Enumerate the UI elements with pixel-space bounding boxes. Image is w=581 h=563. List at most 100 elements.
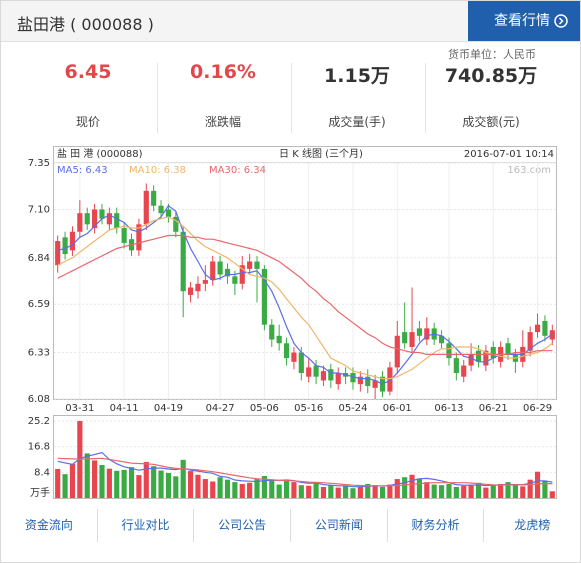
candle-body: [350, 372, 356, 383]
candle-body: [424, 328, 430, 340]
y-tick-label: 16.8: [28, 442, 50, 453]
nav-link[interactable]: 公司公告: [194, 509, 292, 542]
candle-body: [357, 376, 363, 385]
volume-bar: [402, 477, 408, 498]
volume-bar: [416, 478, 423, 498]
chart-stock-label: 盐 田 港 (000088): [57, 147, 143, 160]
candle-body: [77, 213, 83, 232]
volume-bar: [99, 465, 105, 498]
candle-body: [254, 261, 260, 269]
arrow-icon: [554, 14, 568, 28]
candle-body: [165, 209, 172, 217]
nav-link[interactable]: 公司新闻: [291, 509, 388, 542]
chart-title: 日 K 线图 (三个月): [279, 147, 363, 160]
candle-body: [62, 237, 68, 255]
volume-bar: [350, 488, 356, 498]
volume-unit: 万手: [30, 486, 50, 499]
volume-bar: [143, 461, 149, 498]
volume-bar: [475, 482, 482, 498]
candle-body: [121, 228, 127, 243]
volume-bar: [379, 487, 386, 498]
candle-body: [468, 354, 474, 366]
volume-bar: [527, 479, 533, 498]
button-text[interactable]: 查看行情: [494, 13, 550, 29]
candle-body: [276, 335, 282, 344]
x-tick-label: 06-01: [383, 403, 412, 414]
volume-bar: [254, 478, 260, 498]
volume-bar: [534, 471, 541, 498]
ma-line: [57, 204, 553, 385]
candle-body: [239, 265, 245, 284]
candle-body: [365, 376, 371, 386]
candle-body: [402, 332, 408, 344]
volume-bar: [165, 472, 172, 498]
volume-bar: [128, 467, 135, 498]
candle-body: [320, 371, 327, 381]
x-tick-label: 04-19: [154, 403, 183, 414]
volume-bar: [261, 476, 267, 498]
volume-bar: [232, 482, 238, 498]
candle-body: [210, 261, 216, 281]
stat: 6.45 现价: [21, 61, 155, 130]
candle-body: [202, 280, 208, 284]
stat-label: 涨跌幅: [204, 115, 241, 129]
volume-bar: [372, 485, 378, 498]
candle-body: [84, 213, 90, 225]
stat-value: 740.85万: [444, 65, 538, 87]
watermark: 163.com: [507, 165, 551, 176]
candle-body: [187, 287, 194, 295]
candle-body: [490, 346, 496, 359]
candle-body: [335, 372, 341, 385]
candle-body: [106, 213, 112, 225]
volume-bar: [453, 487, 459, 498]
volume-bar: [114, 470, 120, 498]
x-tick-label: 05-16: [294, 403, 323, 414]
volume-bar: [69, 463, 76, 498]
volume-bar: [187, 471, 194, 498]
candle-body: [92, 209, 98, 229]
ma-line: [57, 234, 553, 355]
candle-body: [261, 268, 267, 325]
volume-bar: [424, 482, 430, 498]
candle-body: [224, 268, 231, 277]
stat-value: 0.16%: [190, 61, 256, 83]
nav-link[interactable]: 财务分析: [388, 509, 485, 542]
x-tick-label: 03-31: [65, 403, 94, 414]
quote-button[interactable]: 查看行情: [468, 1, 580, 41]
candle-body: [372, 380, 378, 388]
stat-value: 6.45: [64, 61, 112, 83]
candle-body: [143, 190, 149, 225]
stat: 1.15万 成交量(手): [290, 61, 424, 130]
volume-bar: [320, 487, 327, 498]
volume-bar: [549, 491, 555, 498]
candle-body: [69, 231, 76, 251]
candle-body: [328, 369, 334, 381]
candle-body: [549, 330, 555, 340]
candle-body: [446, 343, 452, 359]
volume-bar: [62, 474, 68, 498]
volume-bar: [306, 485, 312, 498]
volume-bar: [505, 482, 511, 498]
candle-body: [180, 231, 186, 292]
legend-entry: MA30: 6.34: [209, 165, 266, 176]
stat-label: 现价: [75, 115, 100, 129]
stat: 740.85万 成交额(元): [424, 61, 558, 130]
volume-bar: [313, 482, 319, 498]
candle-body: [527, 332, 533, 351]
stat-value: 1.15万: [324, 65, 390, 87]
x-tick-label: 06-13: [434, 403, 463, 414]
volume-bar: [55, 468, 61, 498]
volume-bar: [84, 453, 90, 498]
candle-body: [298, 352, 304, 373]
nav-link[interactable]: 龙虎榜: [514, 518, 551, 532]
volume-bar: [217, 477, 223, 498]
nav-link[interactable]: 行业对比: [98, 509, 195, 542]
ma-line: [57, 451, 553, 488]
volume-bar: [365, 483, 371, 498]
volume-bar: [357, 486, 363, 498]
candle-body: [505, 343, 511, 355]
nav-link[interactable]: 资金流向: [1, 509, 98, 542]
y-tick-label: 6.33: [28, 348, 50, 359]
volume-bar: [483, 487, 489, 498]
volume-bar: [247, 482, 253, 498]
